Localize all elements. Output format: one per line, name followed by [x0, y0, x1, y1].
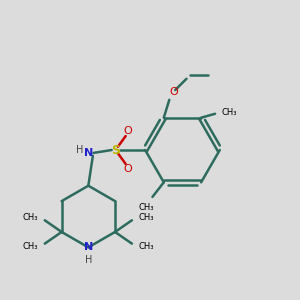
Text: N: N — [84, 148, 93, 158]
Text: N: N — [84, 242, 93, 252]
Text: CH₃: CH₃ — [23, 242, 38, 251]
Text: H: H — [85, 255, 92, 265]
Text: CH₃: CH₃ — [138, 212, 154, 221]
Text: CH₃: CH₃ — [222, 108, 237, 117]
Text: H: H — [76, 145, 83, 155]
Text: O: O — [169, 87, 178, 97]
Text: O: O — [124, 125, 132, 136]
Text: CH₃: CH₃ — [139, 203, 154, 212]
Text: CH₃: CH₃ — [23, 212, 38, 221]
Text: CH₃: CH₃ — [138, 242, 154, 251]
Text: O: O — [124, 164, 132, 175]
Text: S: S — [111, 143, 120, 157]
